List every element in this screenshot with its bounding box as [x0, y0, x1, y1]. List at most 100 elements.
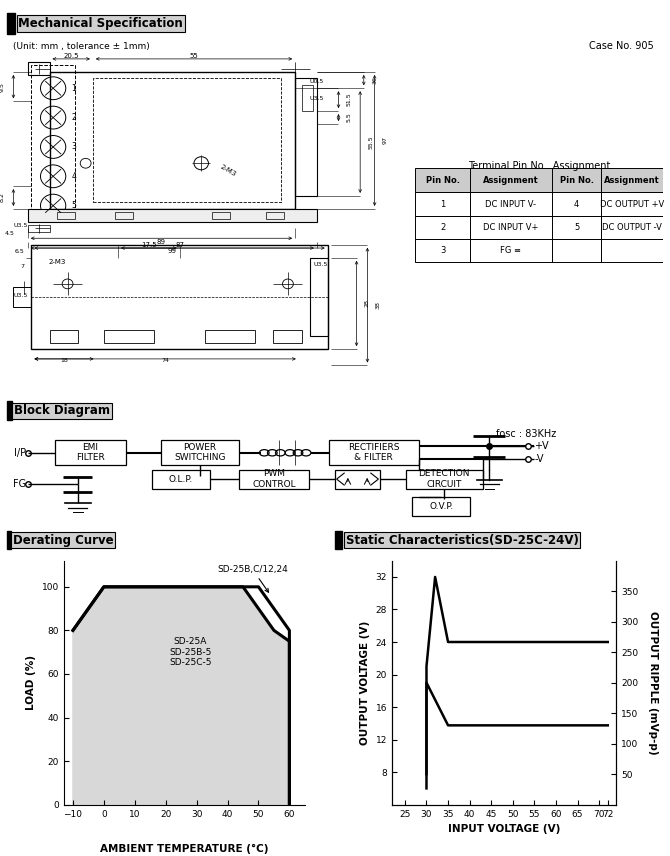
Text: 87: 87 — [175, 242, 184, 248]
Text: SD-25B,C/12,24: SD-25B,C/12,24 — [217, 565, 287, 592]
Bar — [239, 470, 310, 489]
Bar — [104, 330, 154, 342]
Bar — [335, 531, 342, 550]
Bar — [115, 212, 133, 218]
Text: 8.2: 8.2 — [0, 193, 5, 202]
Text: O.L.P.: O.L.P. — [169, 474, 193, 484]
Text: 7: 7 — [20, 264, 24, 269]
Bar — [295, 79, 317, 196]
Text: RECTIFIERS
& FILTER: RECTIFIERS & FILTER — [348, 443, 399, 462]
Bar — [28, 209, 317, 222]
Text: POWER
SWITCHING: POWER SWITCHING — [174, 443, 226, 462]
Text: Terminal Pin No.  Assignment: Terminal Pin No. Assignment — [468, 161, 610, 171]
Bar — [7, 13, 15, 34]
Text: Derating Curve: Derating Curve — [13, 533, 113, 547]
Polygon shape — [73, 587, 289, 805]
Bar — [328, 440, 419, 466]
Text: Block Diagram: Block Diagram — [14, 404, 110, 418]
Text: U3.5: U3.5 — [313, 262, 328, 267]
Text: 6.5: 6.5 — [15, 249, 24, 254]
Text: 4: 4 — [71, 172, 76, 181]
Text: 18: 18 — [60, 358, 68, 363]
Bar — [55, 440, 126, 466]
Text: 28: 28 — [365, 300, 370, 307]
Text: Pin No.: Pin No. — [425, 175, 460, 185]
Text: 3: 3 — [71, 142, 76, 152]
Bar — [302, 85, 313, 111]
Text: fosc : 83KHz: fosc : 83KHz — [496, 429, 556, 438]
Bar — [50, 72, 295, 209]
X-axis label: AMBIENT TEMPERATURE (°C): AMBIENT TEMPERATURE (°C) — [100, 843, 269, 853]
Bar — [415, 168, 663, 193]
Bar — [31, 65, 75, 216]
Text: Pin No.: Pin No. — [559, 175, 594, 185]
Bar — [50, 330, 78, 342]
Text: I/P: I/P — [14, 448, 26, 458]
Text: 51.5: 51.5 — [347, 92, 352, 106]
Text: Assignment: Assignment — [604, 175, 660, 185]
Bar — [412, 497, 470, 516]
Bar — [13, 287, 31, 306]
Bar — [28, 62, 50, 75]
Text: 5.5: 5.5 — [347, 113, 352, 122]
Bar — [335, 470, 380, 489]
Text: U3.5: U3.5 — [13, 293, 27, 298]
Bar — [205, 330, 255, 342]
Text: -V: -V — [535, 454, 544, 464]
Text: 2-M3: 2-M3 — [219, 163, 237, 177]
Bar — [273, 330, 302, 342]
Text: 2-M3: 2-M3 — [48, 259, 66, 265]
Bar — [151, 470, 210, 489]
Text: U0.5: U0.5 — [310, 80, 324, 85]
Text: DC INPUT V-: DC INPUT V- — [485, 199, 537, 209]
Text: DC OUTPUT +V: DC OUTPUT +V — [600, 199, 665, 209]
Bar — [57, 212, 75, 218]
Text: 5: 5 — [574, 223, 579, 232]
Text: 97: 97 — [383, 136, 388, 145]
Text: 5: 5 — [71, 201, 76, 210]
Text: 4.5: 4.5 — [5, 231, 15, 236]
Text: Mechanical Specification: Mechanical Specification — [19, 17, 183, 30]
Bar — [415, 239, 663, 262]
Bar — [266, 212, 284, 218]
Text: EMI
FILTER: EMI FILTER — [76, 443, 105, 462]
Bar — [310, 258, 328, 336]
Bar — [93, 79, 281, 202]
X-axis label: INPUT VOLTAGE (V): INPUT VOLTAGE (V) — [448, 824, 560, 834]
Text: FG: FG — [13, 479, 26, 490]
Bar — [406, 470, 483, 489]
Text: O.V.P.: O.V.P. — [429, 502, 453, 511]
Text: 1: 1 — [440, 199, 446, 209]
Text: SD-25A
SD-25B-5
SD-25C-5: SD-25A SD-25B-5 SD-25C-5 — [170, 637, 212, 667]
Text: +V: +V — [535, 442, 549, 451]
Text: (Unit: mm , tolerance ± 1mm): (Unit: mm , tolerance ± 1mm) — [13, 42, 150, 51]
Text: DETECTION
CIRCUIT: DETECTION CIRCUIT — [419, 469, 470, 489]
Bar — [212, 212, 230, 218]
Text: 55: 55 — [190, 53, 198, 59]
Text: 17.5: 17.5 — [141, 242, 157, 248]
Y-axis label: OUTPUT VOLTAGE (V): OUTPUT VOLTAGE (V) — [360, 621, 370, 745]
Bar — [161, 440, 239, 466]
Text: Case No. 905: Case No. 905 — [589, 41, 653, 51]
Bar — [415, 216, 663, 239]
Text: 4: 4 — [574, 199, 579, 209]
Text: 9.5: 9.5 — [0, 81, 5, 92]
Text: 2: 2 — [71, 113, 76, 122]
Text: Static Characteristics(SD-25C-24V): Static Characteristics(SD-25C-24V) — [346, 533, 578, 547]
Text: 1: 1 — [71, 84, 76, 92]
Text: DC INPUT V+: DC INPUT V+ — [483, 223, 539, 232]
Text: PWM
CONTROL: PWM CONTROL — [252, 469, 295, 489]
Bar — [28, 225, 50, 232]
Bar — [415, 193, 663, 216]
Text: 2: 2 — [440, 223, 446, 232]
Text: 3: 3 — [440, 247, 446, 255]
Text: 89: 89 — [157, 239, 166, 245]
Text: Assignment: Assignment — [483, 175, 539, 185]
Bar — [7, 401, 12, 420]
Text: FG ≡: FG ≡ — [500, 247, 521, 255]
Text: 38: 38 — [376, 301, 381, 309]
Text: 99: 99 — [168, 248, 177, 254]
Text: U3.5: U3.5 — [13, 223, 27, 228]
Text: 20.5: 20.5 — [64, 53, 79, 59]
Text: 55.5: 55.5 — [369, 135, 373, 149]
